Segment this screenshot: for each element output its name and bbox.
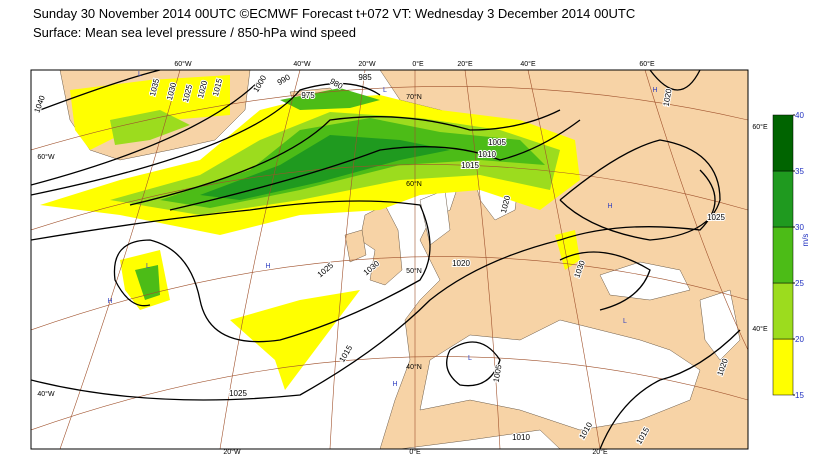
graticule-label: 0°E [412, 60, 424, 68]
graticule-label: 40°E [752, 325, 768, 333]
graticule-label: 40°N [406, 363, 422, 371]
pressure-centre: H [652, 87, 657, 94]
isobar-label: 1020 [452, 259, 470, 268]
colorbar-tick-label: 40 [795, 111, 804, 120]
colorbar-tick-label: 35 [795, 167, 804, 176]
colorbar-unit: m/s [801, 234, 810, 247]
graticule-label: 60°W [37, 153, 55, 161]
colorbar-box [772, 226, 794, 284]
isobar-label: 1025 [229, 389, 247, 398]
pressure-centre: L [468, 355, 472, 362]
graticule-label: 20°W [223, 448, 241, 456]
title-line-2: Surface: Mean sea level pressure / 850-h… [33, 25, 356, 40]
graticule-label: 60°E [752, 123, 768, 131]
pressure-centre: L [623, 318, 627, 325]
pressure-centre: H [107, 298, 112, 305]
colorbar-tick-label: 15 [795, 391, 804, 400]
isobar-label: 975 [301, 91, 315, 100]
isobar-label: 1005 [492, 363, 504, 383]
colorbar-tick-label: 20 [795, 335, 804, 344]
colorbar-tick-label: 30 [795, 223, 804, 232]
graticule-label: 40°W [37, 390, 55, 398]
colorbar: 15 20 25 30 35 40 m/s [772, 111, 810, 400]
wind-speed-shading [40, 75, 580, 390]
pressure-centre: L [146, 263, 150, 270]
isobar-label: 1005 [488, 138, 506, 147]
isobar-label: 1020 [662, 87, 674, 107]
pressure-centre: H [607, 203, 612, 210]
graticule-label: 0°E [409, 448, 421, 456]
graticule-label: 20°W [358, 60, 376, 68]
colorbar-box [772, 338, 794, 396]
isobars [31, 70, 741, 449]
isobar-label: 1015 [461, 161, 479, 170]
colorbar-box [772, 170, 794, 228]
isobar-label: 1010 [478, 150, 496, 159]
graticule-label: 50°N [406, 267, 422, 275]
graticule-label: 40°E [520, 60, 536, 68]
map-area [31, 70, 748, 449]
isobar-label: 985 [358, 73, 372, 82]
graticule-label: 60°N [406, 180, 422, 188]
colorbar-box [772, 114, 794, 172]
title-line-1: Sunday 30 November 2014 00UTC ©ECMWF For… [33, 6, 635, 21]
graticule-label: 20°E [457, 60, 473, 68]
pressure-centre: L [383, 87, 387, 94]
isobar-label: 1025 [707, 213, 725, 222]
graticule-label: 70°N [406, 93, 422, 101]
colorbar-box [772, 282, 794, 340]
colorbar-tick-label: 25 [795, 279, 804, 288]
pressure-centre: H [265, 263, 270, 270]
map-frame [30, 69, 749, 450]
isobar-label: 1010 [512, 433, 530, 442]
graticule-label: 60°W [174, 60, 192, 68]
pressure-centre: L [138, 71, 142, 78]
graticule-label: 40°W [293, 60, 311, 68]
graticule-label: 20°E [592, 448, 608, 456]
pressure-centre: H [392, 381, 397, 388]
graticule-label: 60°E [639, 60, 655, 68]
